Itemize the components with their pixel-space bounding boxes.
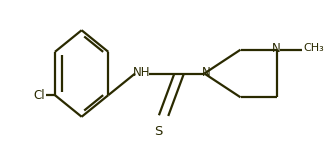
Text: N: N xyxy=(272,42,281,55)
Text: S: S xyxy=(154,125,163,138)
Text: N: N xyxy=(201,66,210,78)
Text: NH: NH xyxy=(133,66,150,78)
Text: Cl: Cl xyxy=(33,89,45,102)
Text: CH₃: CH₃ xyxy=(303,43,324,53)
